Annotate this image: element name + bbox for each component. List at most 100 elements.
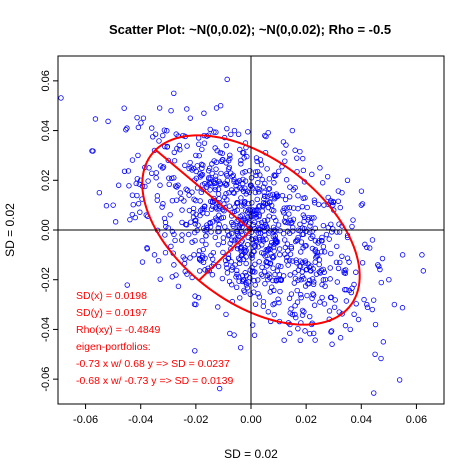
data-point bbox=[310, 291, 316, 297]
data-point bbox=[212, 186, 218, 193]
data-point bbox=[344, 177, 351, 183]
y-tick-label: 0.02 bbox=[40, 170, 52, 191]
data-point bbox=[231, 237, 238, 244]
data-point bbox=[262, 232, 268, 238]
data-point bbox=[171, 175, 177, 181]
data-point bbox=[276, 246, 283, 252]
data-point bbox=[269, 284, 275, 290]
data-point bbox=[326, 308, 333, 314]
data-point bbox=[271, 173, 278, 179]
y-tick-label: 0.04 bbox=[40, 120, 52, 141]
data-point bbox=[334, 279, 341, 285]
y-tick-label: -0.06 bbox=[40, 367, 52, 392]
data-point bbox=[268, 242, 274, 249]
data-point bbox=[192, 217, 198, 224]
data-point bbox=[196, 141, 202, 148]
data-point bbox=[223, 171, 230, 177]
data-point bbox=[311, 330, 317, 337]
data-point bbox=[229, 267, 235, 273]
data-point bbox=[311, 200, 318, 206]
data-point bbox=[234, 267, 240, 274]
data-point bbox=[304, 292, 310, 299]
data-point bbox=[281, 150, 287, 156]
data-point bbox=[311, 215, 317, 221]
data-point bbox=[212, 234, 218, 241]
data-point bbox=[134, 176, 141, 182]
data-point bbox=[190, 205, 197, 212]
data-point bbox=[310, 292, 317, 298]
data-point bbox=[333, 259, 340, 266]
data-point bbox=[215, 186, 222, 192]
data-point bbox=[227, 152, 233, 158]
data-point bbox=[238, 195, 244, 201]
data-point bbox=[286, 257, 293, 264]
data-point bbox=[277, 251, 283, 258]
data-point bbox=[317, 299, 323, 305]
data-point bbox=[219, 275, 226, 282]
data-point bbox=[342, 322, 349, 329]
data-point bbox=[197, 198, 203, 204]
data-point bbox=[335, 188, 342, 194]
data-point bbox=[317, 270, 323, 276]
data-point bbox=[172, 237, 178, 244]
data-point bbox=[229, 237, 235, 243]
data-point bbox=[237, 344, 244, 351]
data-point bbox=[277, 288, 283, 295]
data-point bbox=[288, 220, 294, 227]
data-point bbox=[288, 306, 294, 312]
data-point bbox=[232, 262, 238, 268]
data-point bbox=[224, 270, 231, 276]
data-point bbox=[298, 239, 305, 245]
data-point bbox=[200, 186, 206, 193]
data-point bbox=[153, 170, 159, 176]
data-point bbox=[321, 249, 328, 255]
annotation-block: SD(x) = 0.0198 SD(y) = 0.0197 Rho(xy) = … bbox=[76, 290, 233, 387]
data-point bbox=[184, 143, 190, 149]
data-point bbox=[319, 294, 325, 301]
data-point bbox=[216, 221, 222, 228]
annotation-eigen-heading: eigen-portfolios: bbox=[76, 341, 151, 353]
data-point bbox=[249, 252, 255, 259]
data-point bbox=[124, 282, 130, 288]
data-point bbox=[264, 193, 271, 200]
data-point bbox=[251, 332, 258, 338]
data-point bbox=[103, 203, 110, 209]
x-tick-label: 0.00 bbox=[240, 414, 261, 426]
x-tick-label: -0.06 bbox=[73, 414, 98, 426]
data-point bbox=[168, 243, 174, 250]
data-point bbox=[139, 259, 146, 265]
data-point bbox=[151, 252, 158, 258]
data-point bbox=[419, 252, 425, 258]
data-point bbox=[278, 263, 284, 270]
data-point bbox=[234, 245, 241, 252]
data-point bbox=[329, 341, 335, 347]
data-point bbox=[286, 194, 293, 200]
data-point bbox=[249, 264, 255, 271]
data-point bbox=[302, 260, 309, 266]
data-point bbox=[115, 182, 122, 188]
data-point bbox=[286, 204, 293, 211]
data-point bbox=[391, 301, 398, 308]
data-point bbox=[284, 228, 291, 234]
data-point bbox=[288, 244, 294, 250]
data-point bbox=[92, 116, 99, 122]
data-point bbox=[162, 249, 169, 256]
data-point bbox=[267, 199, 273, 206]
data-point bbox=[386, 277, 392, 283]
data-point bbox=[273, 228, 279, 234]
data-point bbox=[317, 165, 323, 171]
data-point bbox=[186, 207, 193, 214]
data-point bbox=[286, 295, 293, 302]
data-point bbox=[156, 105, 163, 111]
data-point bbox=[287, 330, 293, 337]
data-point bbox=[187, 159, 193, 166]
data-point bbox=[261, 189, 267, 196]
data-point bbox=[216, 212, 222, 218]
data-point bbox=[301, 276, 307, 282]
data-point bbox=[220, 249, 226, 256]
data-point bbox=[244, 285, 251, 291]
data-point bbox=[335, 265, 342, 272]
data-point bbox=[249, 200, 255, 206]
data-point bbox=[224, 76, 230, 83]
data-point bbox=[337, 335, 344, 341]
